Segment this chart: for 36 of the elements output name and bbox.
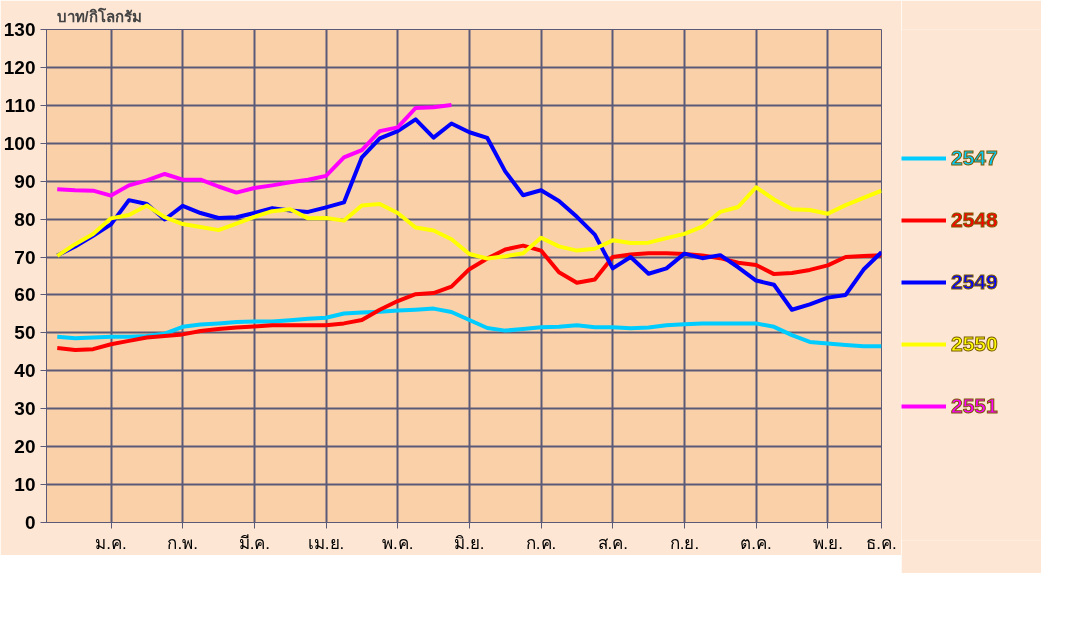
x-tick-label: เม.ย. xyxy=(307,533,345,553)
x-tick-label: ก.ย. xyxy=(669,533,700,553)
line-series xyxy=(55,102,454,198)
line-series xyxy=(55,243,882,352)
x-tick-label: ม.ค. xyxy=(95,533,127,553)
x-tick-label: มี.ค. xyxy=(238,533,271,553)
y-tick-label: 40 xyxy=(14,360,36,382)
y-tick-label: 60 xyxy=(14,284,36,306)
legend-label: 2551 xyxy=(951,394,998,418)
line-series xyxy=(55,306,882,349)
x-tick-label: มิ.ย. xyxy=(454,533,485,553)
y-tick-label: 80 xyxy=(14,208,36,230)
y-tick-label: 10 xyxy=(14,474,36,496)
y-tick-label: 30 xyxy=(14,398,36,420)
legend-label: 2548 xyxy=(951,208,998,232)
y-tick-label: 110 xyxy=(4,94,36,116)
x-tick-label: ก.ค. xyxy=(525,533,557,553)
y-tick-label: 130 xyxy=(3,19,36,40)
x-tick-label: พ.ค. xyxy=(381,533,414,553)
x-tick-label: พ.ย. xyxy=(812,533,843,553)
y-tick-label: 90 xyxy=(14,170,36,192)
x-tick-label: ธ.ค. xyxy=(866,533,897,553)
legend-label: 2547 xyxy=(951,146,998,170)
y-tick-label: 120 xyxy=(3,56,36,78)
y-tick-label: 70 xyxy=(14,246,36,268)
legend-label: 2549 xyxy=(951,270,998,294)
y-tick-label: 20 xyxy=(14,436,36,458)
y-tick-label: 0 xyxy=(24,512,36,533)
legend-label: 2550 xyxy=(951,332,998,356)
x-tick-label: ส.ค. xyxy=(597,533,628,553)
y-axis-title: บาท/กิโลกรัม xyxy=(56,6,142,25)
line-series xyxy=(55,185,882,261)
x-tick-label: ต.ค. xyxy=(740,533,772,553)
x-tick-label: ก.พ. xyxy=(167,533,198,553)
y-tick-label: 100 xyxy=(3,132,36,154)
y-tick-label: 50 xyxy=(14,322,36,344)
